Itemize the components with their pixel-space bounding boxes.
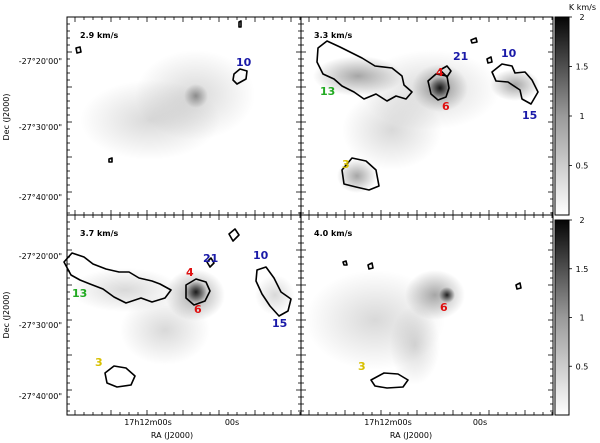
y-tick-label: -27°20'00" xyxy=(19,252,62,261)
source-label: 6 xyxy=(442,100,450,113)
y-axis-label: Dec (J2000) xyxy=(2,292,11,339)
y-tick-label: -27°20'00" xyxy=(19,57,62,66)
source-label: 10 xyxy=(253,249,269,262)
colorbar-unit: K km/s xyxy=(569,3,596,12)
source-label: 13 xyxy=(72,287,87,300)
source-label: 6 xyxy=(194,303,202,316)
y-tick-label: -27°40'00" xyxy=(19,392,62,401)
source-label: 13 xyxy=(320,85,335,98)
y-tick-label: -27°30'00" xyxy=(19,321,62,330)
panel-frame-4 xyxy=(300,214,554,416)
source-label: 21 xyxy=(203,252,218,265)
source-label: 21 xyxy=(453,50,468,63)
source-label: 10 xyxy=(501,47,517,60)
emission-panel-4 xyxy=(305,270,465,385)
velocity-label-3: 3.7 km/s xyxy=(80,229,119,238)
source-label: 15 xyxy=(522,109,537,122)
contours-panel-3 xyxy=(63,228,292,388)
y-tick-label: -27°40'00" xyxy=(19,193,62,202)
velocity-label-2: 3.3 km/s xyxy=(314,31,353,40)
source-label: 10 xyxy=(236,56,252,69)
colorbar-top xyxy=(554,16,570,216)
contours-panel-1 xyxy=(75,20,248,163)
colorbar-tick-label: 2 xyxy=(579,216,584,225)
source-label: 15 xyxy=(272,317,287,330)
x-tick-label: 17h12m00s xyxy=(364,418,412,427)
emission-panel-3 xyxy=(70,268,295,365)
colorbar-tick-label: 1.5 xyxy=(576,63,589,72)
emission-panel-1 xyxy=(80,50,255,160)
y-axis-label: Dec (J2000) xyxy=(2,94,11,141)
x-axis-label: RA (J2000) xyxy=(390,431,432,440)
source-label: 3 xyxy=(358,360,366,373)
source-label: 4 xyxy=(436,66,444,79)
colorbar-tick-label: 2 xyxy=(579,13,584,22)
source-label: 4 xyxy=(186,266,194,279)
axis-ticks xyxy=(67,17,553,415)
velocity-label-1: 2.9 km/s xyxy=(80,31,119,40)
x-tick-label: 00s xyxy=(225,418,239,427)
colorbar-tick-label: 1 xyxy=(579,314,584,323)
x-axis-label: RA (J2000) xyxy=(151,431,193,440)
colorbar-bottom xyxy=(554,219,570,416)
colorbar-ticks: 0.5 1 1.5 2 0.5 1 1.5 2 xyxy=(569,13,588,371)
colorbar-tick-label: 1 xyxy=(579,112,584,121)
x-tick-label: 17h12m00s xyxy=(124,418,172,427)
source-label: 6 xyxy=(440,301,448,314)
colorbar-tick-label: 0.5 xyxy=(576,362,589,371)
velocity-label-4: 4.0 km/s xyxy=(314,229,353,238)
contours-panel-4 xyxy=(342,260,522,389)
x-tick-label: 00s xyxy=(473,418,487,427)
colorbar-tick-label: 0.5 xyxy=(576,162,589,171)
source-label: 3 xyxy=(342,158,350,171)
source-label: 3 xyxy=(95,356,103,369)
emission-panel-2 xyxy=(313,50,540,193)
y-tick-label: -27°30'00" xyxy=(19,123,62,132)
contours-panel-2 xyxy=(316,37,539,191)
colorbar-tick-label: 1.5 xyxy=(576,265,589,274)
